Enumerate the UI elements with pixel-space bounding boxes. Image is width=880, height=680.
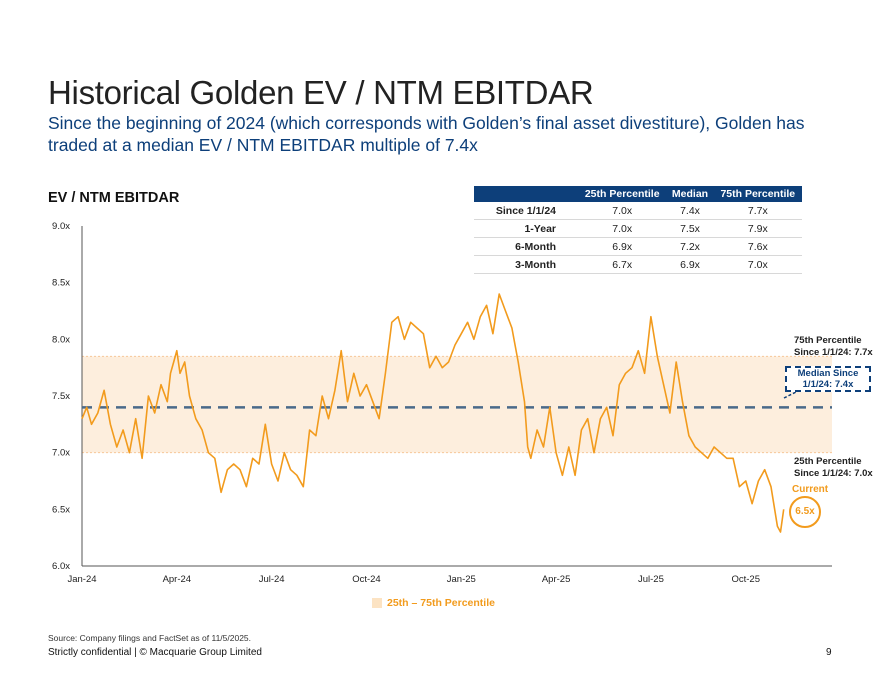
p75-annotation: 75th Percentile Since 1/1/24: 7.7x — [794, 335, 873, 359]
cell-p25: 7.0x — [578, 219, 667, 238]
x-tick-label: Oct-25 — [731, 574, 760, 585]
x-tick-label: Apr-25 — [542, 574, 571, 585]
y-tick-label: 6.0x — [52, 561, 70, 572]
table-header-median: Median — [666, 186, 714, 202]
row-label: 1-Year — [474, 219, 578, 238]
cell-median: 6.9x — [666, 255, 714, 274]
cell-p75: 7.6x — [713, 237, 802, 256]
legend-band-label: 25th – 75th Percentile — [387, 597, 495, 609]
cell-p75: 7.9x — [713, 219, 802, 238]
chart-legend: 25th – 75th Percentile — [372, 597, 495, 609]
x-tick-label: Jul-25 — [638, 574, 664, 585]
table-row: 3-Month 6.7x 6.9x 7.0x — [474, 255, 802, 274]
y-tick-label: 7.5x — [52, 391, 70, 402]
median-annotation-line1: Median Since — [797, 368, 859, 379]
footer-text: Strictly confidential | © Macquarie Grou… — [48, 647, 262, 658]
cell-p75: 7.0x — [713, 255, 802, 274]
current-label: Current — [792, 484, 829, 495]
x-tick-label: Jul-24 — [259, 574, 285, 585]
table-row: 6-Month 6.9x 7.2x 7.6x — [474, 237, 802, 256]
table-header-blank — [474, 186, 578, 202]
cell-p25: 6.7x — [578, 255, 667, 274]
source-note: Source: Company filings and FactSet as o… — [48, 633, 252, 643]
x-tick-label: Jan-25 — [447, 574, 476, 585]
median-annotation-line2: 1/1/24: 7.4x — [802, 379, 854, 390]
table-header-p25: 25th Percentile — [578, 186, 667, 202]
y-tick-label: 7.0x — [52, 448, 70, 459]
y-tick-label: 8.5x — [52, 278, 70, 289]
median-connector — [783, 389, 801, 399]
legend-band-swatch — [372, 598, 382, 608]
y-tick-label: 9.0x — [52, 221, 70, 232]
percentile-table: 25th Percentile Median 75th Percentile S… — [474, 186, 802, 274]
row-label: Since 1/1/24 — [474, 202, 578, 220]
cell-median: 7.2x — [666, 237, 714, 256]
page-number: 9 — [826, 647, 832, 658]
table-row: Since 1/1/24 7.0x 7.4x 7.7x — [474, 202, 802, 220]
percentile-band — [82, 356, 832, 453]
table-header-row: 25th Percentile Median 75th Percentile — [474, 186, 802, 202]
row-label: 3-Month — [474, 255, 578, 274]
current-value-badge: 6.5x — [789, 496, 821, 528]
p25-annotation-line1: 25th Percentile — [794, 456, 862, 467]
cell-p25: 7.0x — [578, 202, 667, 220]
row-label: 6-Month — [474, 237, 578, 256]
x-tick-label: Jan-24 — [67, 574, 96, 585]
x-tick-label: Oct-24 — [352, 574, 381, 585]
table-row: 1-Year 7.0x 7.5x 7.9x — [474, 219, 802, 238]
series-line — [81, 293, 785, 533]
y-tick-label: 6.5x — [52, 504, 70, 515]
chart-label: EV / NTM EBITDAR — [48, 190, 180, 206]
cell-median: 7.4x — [666, 202, 714, 220]
page-title: Historical Golden EV / NTM EBITDAR — [48, 74, 594, 111]
p75-annotation-line2: Since 1/1/24: 7.7x — [794, 347, 873, 358]
table-header-p75: 75th Percentile — [713, 186, 802, 202]
cell-median: 7.5x — [666, 219, 714, 238]
p25-annotation: 25th Percentile Since 1/1/24: 7.0x — [794, 456, 873, 480]
p25-annotation-line2: Since 1/1/24: 7.0x — [794, 468, 873, 479]
y-tick-label: 8.0x — [52, 334, 70, 345]
x-tick-label: Apr-24 — [163, 574, 192, 585]
p75-annotation-line1: 75th Percentile — [794, 335, 862, 346]
cell-p25: 6.9x — [578, 237, 667, 256]
page-subtitle: Since the beginning of 2024 (which corre… — [48, 113, 805, 155]
median-annotation: Median Since 1/1/24: 7.4x — [785, 366, 871, 392]
cell-p75: 7.7x — [713, 202, 802, 220]
